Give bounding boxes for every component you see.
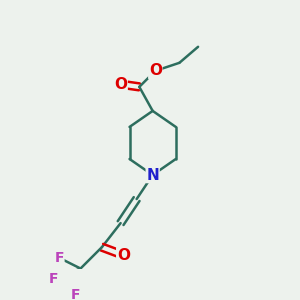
Text: N: N [146,167,159,182]
Text: O: O [149,63,162,78]
Text: O: O [117,248,130,263]
Text: F: F [49,272,58,286]
Text: F: F [70,288,80,300]
Text: O: O [114,77,127,92]
Text: F: F [54,251,64,265]
